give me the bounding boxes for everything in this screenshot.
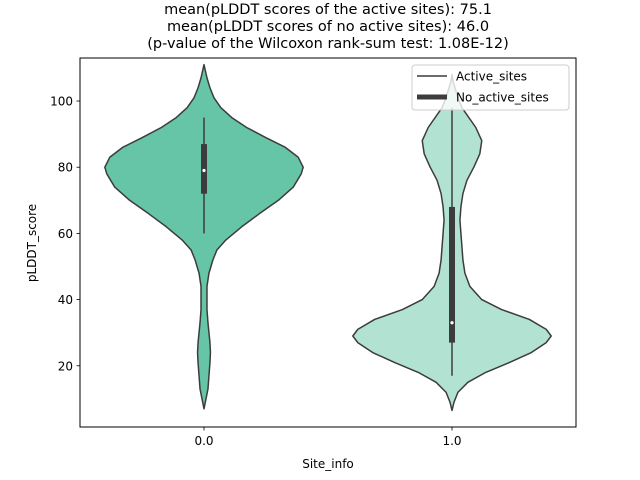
plot-frame xyxy=(79,57,577,428)
legend-label-active-sites: Active_sites xyxy=(456,70,527,84)
y-tick-label: 60 xyxy=(58,227,73,241)
x-axis-label: Site_info xyxy=(302,457,354,471)
chart-title-line-3: (p-value of the Wilcoxon rank-sum test: … xyxy=(147,36,508,52)
y-axis-label: pLDDT_score xyxy=(25,204,39,282)
violin-iqr-box xyxy=(449,206,455,343)
violin-body xyxy=(104,63,304,410)
y-tick-label: 100 xyxy=(50,95,73,109)
violin-median-dot xyxy=(202,168,206,173)
legend-label-no-active-sites: No_active_sites xyxy=(456,91,549,105)
violin-median-dot xyxy=(450,321,454,325)
violin-iqr-box xyxy=(201,144,207,194)
x-axis: 0.0 1.0 xyxy=(194,427,462,448)
y-tick-label: 40 xyxy=(58,293,73,307)
violin-layer xyxy=(104,63,552,412)
y-tick-label: 20 xyxy=(58,359,73,373)
x-tick-label: 0.0 xyxy=(194,434,213,448)
legend-box xyxy=(411,64,570,111)
legend: Active_sites No_active_sites xyxy=(411,64,570,111)
chart-title-line-1: mean(pLDDT scores of the active sites): … xyxy=(164,2,492,18)
y-tick-label: 80 xyxy=(58,161,73,175)
chart-title-line-2: mean(pLDDT scores of no active sites): 4… xyxy=(167,19,489,35)
y-axis: 20 40 60 80 100 xyxy=(50,95,80,373)
violin-0.0 xyxy=(104,63,304,410)
x-tick-label: 1.0 xyxy=(442,434,461,448)
